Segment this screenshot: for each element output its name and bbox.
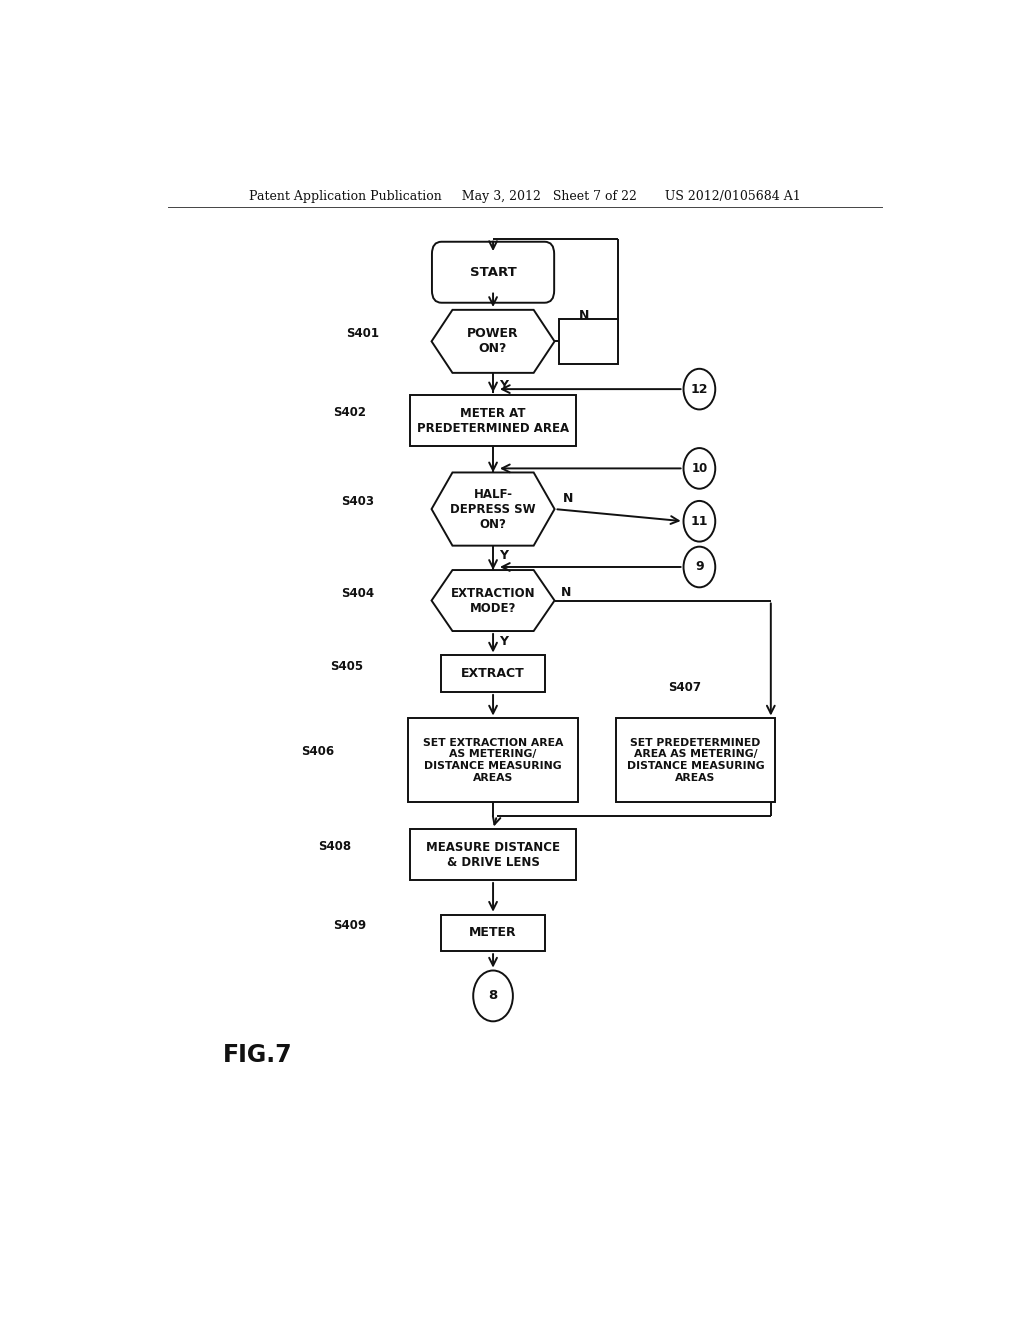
Text: Y: Y bbox=[500, 549, 508, 562]
Text: MEASURE DISTANCE
& DRIVE LENS: MEASURE DISTANCE & DRIVE LENS bbox=[426, 841, 560, 869]
Text: FIG.7: FIG.7 bbox=[223, 1043, 293, 1067]
Bar bbox=[441, 656, 545, 692]
Text: SET PREDETERMINED
AREA AS METERING/
DISTANCE MEASURING
AREAS: SET PREDETERMINED AREA AS METERING/ DIST… bbox=[627, 738, 764, 783]
Text: METER: METER bbox=[469, 927, 517, 940]
Bar bbox=[558, 319, 618, 364]
Text: S408: S408 bbox=[318, 840, 351, 853]
Circle shape bbox=[684, 546, 715, 587]
Text: POWER
ON?: POWER ON? bbox=[467, 327, 519, 355]
Text: S409: S409 bbox=[333, 919, 366, 932]
Text: SET EXTRACTION AREA
AS METERING/
DISTANCE MEASURING
AREAS: SET EXTRACTION AREA AS METERING/ DISTANC… bbox=[423, 738, 563, 783]
Text: METER AT
PREDETERMINED AREA: METER AT PREDETERMINED AREA bbox=[417, 407, 569, 434]
Text: HALF-
DEPRESS SW
ON?: HALF- DEPRESS SW ON? bbox=[451, 487, 536, 531]
Text: S402: S402 bbox=[333, 407, 366, 418]
FancyBboxPatch shape bbox=[432, 242, 554, 302]
Text: N: N bbox=[561, 586, 571, 599]
Circle shape bbox=[473, 970, 513, 1022]
Text: S403: S403 bbox=[341, 495, 374, 508]
Text: S407: S407 bbox=[668, 681, 700, 694]
Text: Y: Y bbox=[500, 379, 508, 392]
Text: 11: 11 bbox=[690, 515, 709, 528]
Bar bbox=[410, 829, 577, 880]
Text: S406: S406 bbox=[301, 746, 334, 759]
Bar bbox=[408, 718, 579, 801]
Text: 12: 12 bbox=[690, 383, 709, 396]
Text: 8: 8 bbox=[488, 990, 498, 1002]
Circle shape bbox=[684, 447, 715, 488]
Text: Patent Application Publication     May 3, 2012   Sheet 7 of 22       US 2012/010: Patent Application Publication May 3, 20… bbox=[249, 190, 801, 202]
Polygon shape bbox=[431, 310, 555, 372]
Text: 10: 10 bbox=[691, 462, 708, 475]
Bar bbox=[410, 395, 577, 446]
Circle shape bbox=[684, 368, 715, 409]
Text: Y: Y bbox=[500, 635, 508, 648]
Text: N: N bbox=[562, 492, 572, 506]
Text: EXTRACT: EXTRACT bbox=[461, 667, 525, 680]
Text: S404: S404 bbox=[341, 587, 374, 599]
Text: EXTRACTION
MODE?: EXTRACTION MODE? bbox=[451, 586, 536, 615]
Polygon shape bbox=[431, 473, 555, 545]
Text: N: N bbox=[580, 309, 590, 322]
Bar bbox=[616, 718, 775, 801]
Text: S401: S401 bbox=[346, 327, 379, 339]
Circle shape bbox=[684, 500, 715, 541]
Text: 9: 9 bbox=[695, 561, 703, 573]
Bar bbox=[441, 915, 545, 952]
Text: START: START bbox=[470, 265, 516, 279]
Polygon shape bbox=[431, 570, 555, 631]
Text: S405: S405 bbox=[331, 660, 364, 673]
